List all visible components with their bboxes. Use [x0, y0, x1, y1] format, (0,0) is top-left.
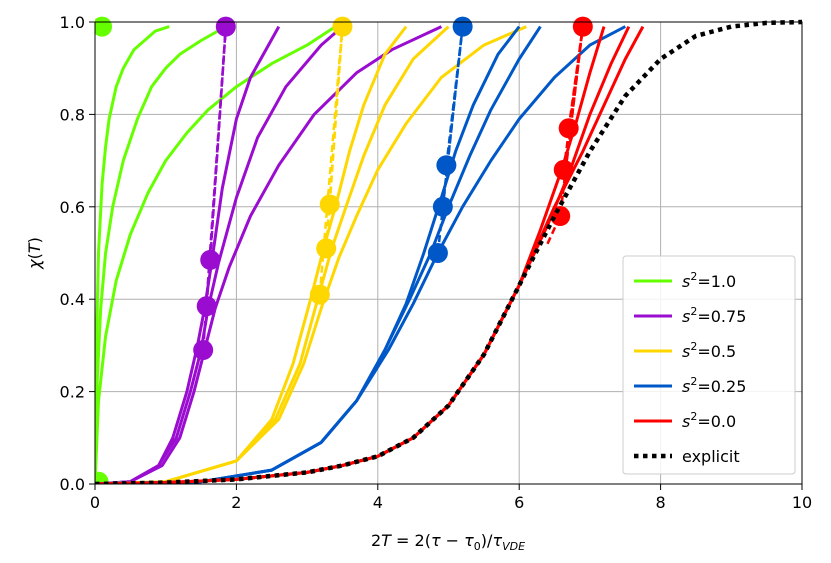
series-marker: [193, 340, 214, 361]
plot-frame: [94, 21, 803, 485]
y-tick-label: 1.0: [60, 13, 85, 32]
x-axis-label-subvde: VDE: [502, 540, 525, 553]
legend-label-base: s: [682, 342, 690, 361]
series-dashed-line: [546, 26, 585, 245]
legend-label-sup: 2: [690, 270, 697, 283]
series-marker: [572, 16, 593, 37]
series-curve: [95, 25, 443, 484]
series-marker: [215, 16, 236, 37]
legend-label: s2=0.0: [682, 410, 736, 431]
series-marker: [436, 155, 457, 176]
x-tick-label: 6: [514, 493, 524, 512]
series-5: [95, 19, 803, 484]
y-tick-label: 0.6: [60, 198, 85, 217]
series-marker: [452, 16, 473, 37]
x-axis-label: 2T = 2(τ − τ0)/τVDE: [371, 531, 525, 553]
legend-label-sup: 2: [690, 340, 697, 353]
series-marker: [432, 196, 453, 217]
x-tick-label: 4: [373, 493, 383, 512]
y-tick-label: 0.0: [60, 475, 85, 494]
series-curve: [95, 25, 527, 484]
ticks: 0 2 4 6 8 10 0.0 0.2 0.4 0.6 0.8 1.0: [60, 13, 813, 512]
series-marker: [200, 249, 221, 270]
x-tick-label: 2: [231, 493, 241, 512]
legend-label: s2=0.75: [682, 305, 746, 326]
legend-label-sup: 2: [690, 410, 697, 423]
series-marker: [309, 284, 330, 305]
x-axis-label-tauvde: τ: [492, 531, 502, 550]
y-axis-label-open: (: [25, 253, 44, 259]
series-curve: [95, 25, 337, 484]
x-tick-label: 0: [90, 493, 100, 512]
legend-label: s2=1.0: [682, 270, 736, 291]
legend-label: s2=0.25: [682, 375, 746, 396]
series-0: [95, 16, 337, 484]
series-curve: [95, 25, 626, 484]
y-axis-label-chi: χ: [25, 259, 44, 270]
series-curve: [95, 25, 227, 484]
x-tick-label: 8: [656, 493, 666, 512]
series-curve: [95, 19, 803, 484]
legend-label-base: s: [682, 307, 690, 326]
legend-label-value: =0.25: [697, 377, 746, 396]
series-marker: [332, 16, 353, 37]
legend-label-value: =0.75: [697, 307, 746, 326]
legend-label-sup: 2: [690, 305, 697, 318]
series-layer: [95, 16, 803, 484]
legend-label-sup: 2: [690, 375, 697, 388]
series-marker: [316, 238, 337, 259]
x-axis-label-minus: −: [441, 531, 465, 550]
series-1: [95, 16, 443, 484]
legend-label-base: s: [682, 412, 690, 431]
series-dashed-line: [208, 26, 228, 260]
series-marker: [558, 118, 579, 139]
legend-label-base: s: [682, 272, 690, 291]
x-axis-label-tau: τ: [431, 531, 441, 550]
series-marker: [196, 296, 217, 317]
x-tick-label: 10: [792, 493, 812, 512]
series-dashed-line: [201, 26, 228, 351]
x-axis-label-sub0: 0: [474, 540, 481, 553]
x-axis-label-tau0: τ: [464, 531, 474, 550]
series-marker: [319, 194, 340, 215]
y-tick-label: 0.2: [60, 383, 85, 402]
series-marker: [95, 471, 109, 484]
y-tick-label: 0.8: [60, 105, 85, 124]
legend-label-value: =1.0: [697, 272, 736, 291]
series-marker: [550, 206, 571, 227]
x-axis-label-close: )/: [481, 531, 493, 550]
series-marker: [553, 159, 574, 180]
legend-label: explicit: [682, 447, 740, 466]
y-axis-label: χ(T): [25, 237, 44, 270]
legend-label: s2=0.5: [682, 340, 736, 361]
y-tick-label: 0.4: [60, 290, 85, 309]
series-curve: [95, 25, 170, 484]
x-axis-label-eq: = 2(: [391, 531, 431, 550]
legend-label-base: s: [682, 377, 690, 396]
y-axis-label-T: T: [25, 242, 44, 253]
y-axis-label-close: ): [25, 237, 44, 243]
series-marker: [427, 243, 448, 263]
legend-label-value: =0.0: [697, 412, 736, 431]
legend-label-value: =0.5: [697, 342, 736, 361]
x-axis-label-T: T: [381, 531, 392, 550]
x-axis-label-prefix: 2: [371, 531, 381, 550]
